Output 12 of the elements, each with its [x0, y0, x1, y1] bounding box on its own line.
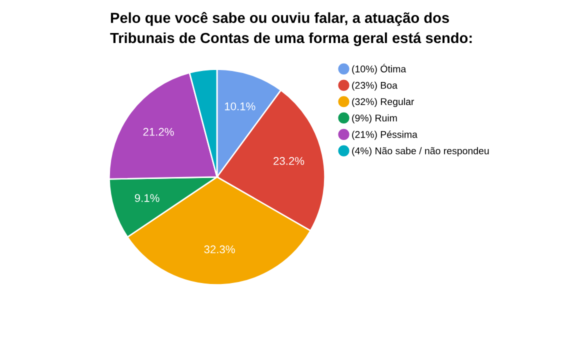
- legend-label: (4%) Não sabe / não respondeu: [352, 147, 489, 156]
- legend-label: (9%) Ruim: [352, 114, 397, 124]
- legend-label: (23%) Boa: [352, 82, 398, 91]
- data-label: 21.2%: [143, 128, 174, 136]
- data-label: 9.1%: [134, 194, 160, 202]
- data-label: 32.3%: [204, 245, 235, 254]
- data-label: 10.1%: [224, 102, 256, 110]
- legend-label: (32%) Regular: [352, 98, 414, 108]
- chart-title: Pelo que você sabe ou ouviu falar, a atuação dos Tribunais de Contas de uma forma geral está sendo:: [110, 12, 472, 46]
- data-label: 23.2%: [274, 157, 304, 165]
- legend-label: (10%) Ótima: [352, 64, 406, 74]
- legend-label: (21%) Péssima: [352, 130, 418, 140]
